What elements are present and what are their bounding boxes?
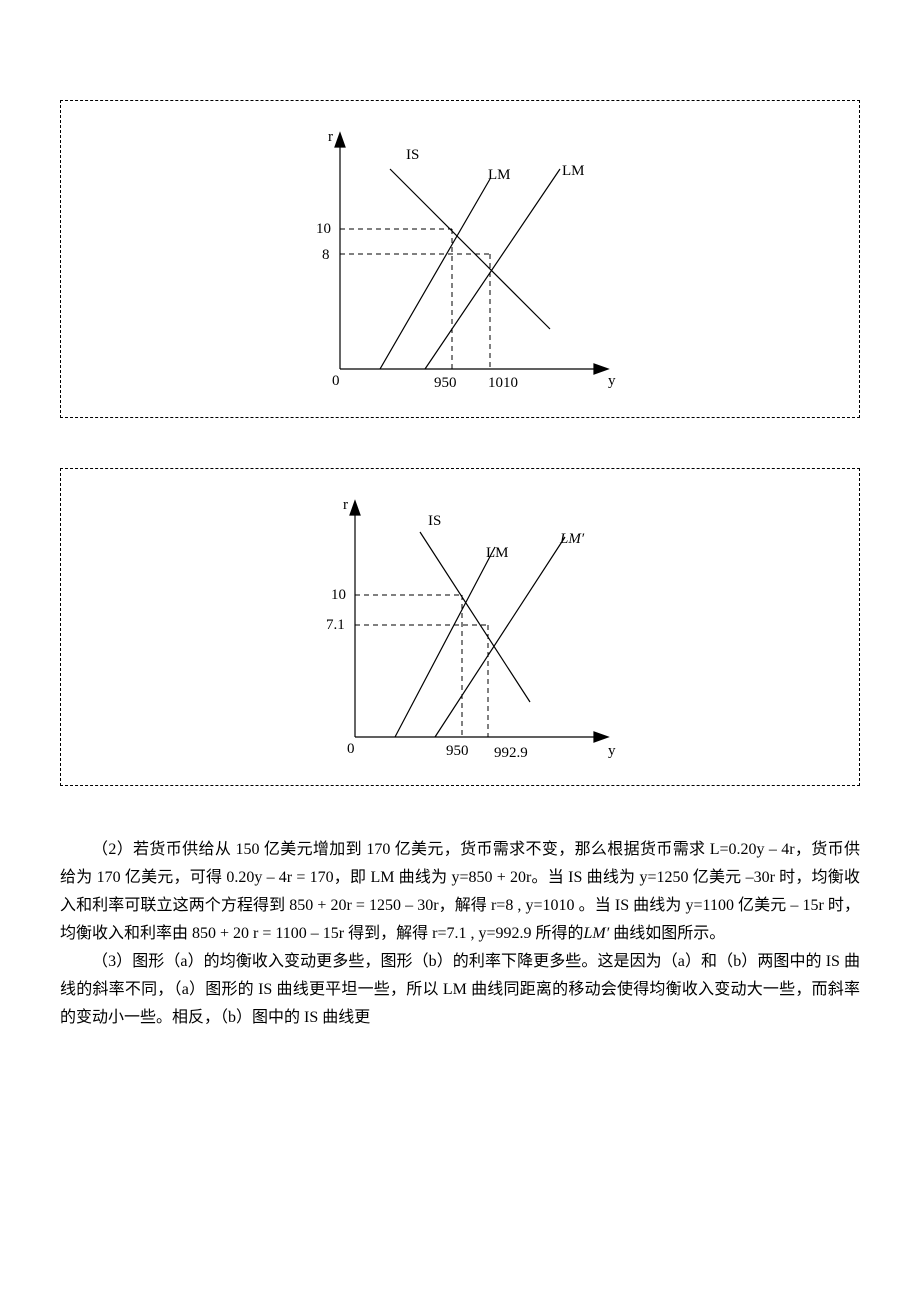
p1-lm-prime: LM′: [584, 925, 610, 942]
origin-label: 0: [347, 741, 355, 757]
lm1-label: LM: [486, 545, 509, 561]
axis-r-label: r: [328, 129, 333, 145]
paragraph-2: （2）若货币供给从 150 亿美元增加到 170 亿美元，货币需求不变，那么根据…: [60, 836, 860, 948]
is-label: IS: [428, 513, 441, 529]
paragraph-3: （3）图形（a）的均衡收入变动更多些，图形（b）的利率下降更多些。这是因为（a）…: [60, 948, 860, 1032]
islm-chart-1: r y 0 IS LM LM 10 8 950 1010: [270, 119, 650, 399]
origin-label: 0: [332, 373, 340, 389]
r-tick-10: 10: [331, 587, 346, 603]
axis-y-label: y: [608, 743, 616, 759]
is-label: IS: [406, 147, 419, 163]
y-tick-950: 950: [434, 375, 457, 391]
axis-y-label: y: [608, 373, 616, 389]
p1-body: （2）若货币供给从 150 亿美元增加到 170 亿美元，货币需求不变，那么根据…: [60, 841, 860, 942]
y-tick-950: 950: [446, 743, 469, 759]
p1-tail: 曲线如图所示。: [609, 925, 725, 942]
r-tick-10: 10: [316, 221, 331, 237]
y-tick-992.9: 992.9: [494, 745, 528, 761]
r-tick-8: 8: [322, 247, 330, 263]
chart-1-container: r y 0 IS LM LM 10 8 950 1010: [60, 100, 860, 418]
axis-r-label: r: [343, 497, 348, 513]
chart-2-container: r y 0 IS LM LM′ 10 7.1 950 992.9: [60, 468, 860, 786]
r-tick-7.1: 7.1: [326, 617, 345, 633]
lm2-label: LM′: [559, 531, 585, 547]
lm2-label: LM: [562, 163, 585, 179]
islm-chart-2: r y 0 IS LM LM′ 10 7.1 950 992.9: [270, 487, 650, 767]
y-tick-1010: 1010: [488, 375, 518, 391]
lm1-label: LM: [488, 167, 511, 183]
